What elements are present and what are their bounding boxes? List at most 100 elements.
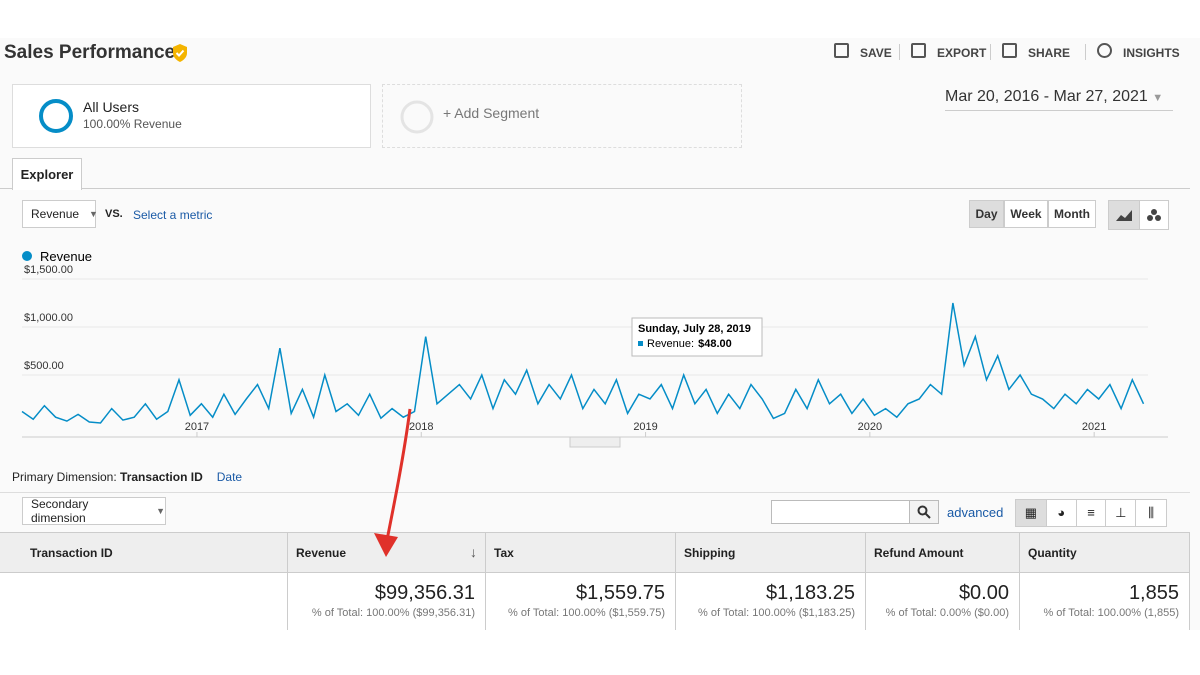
separator [990,44,991,60]
pivot-view[interactable]: ⫼ [1148,505,1155,520]
tab[interactable]: Explorer [12,158,82,190]
action-icon [1002,43,1017,58]
segment-name: All Users [83,99,140,115]
series-line [21,302,1145,424]
tooltip-label: Revenue: $48.00 [647,338,732,350]
tooltip-metric: Revenue: [647,338,694,350]
action-button[interactable]: INSIGHTS [1123,46,1180,60]
verified-icon [173,44,187,62]
total-cell: $1,183.25 % of Total: 100.00% ($1,183.25) [676,572,866,630]
divider [0,492,1190,493]
total-share: % of Total: 100.00% ($1,559.75) [508,607,665,619]
pie-view[interactable]: ◕ [1047,500,1077,526]
total-cell: $1,559.75 % of Total: 100.00% ($1,559.75) [486,572,676,630]
tooltip-swatch [638,341,643,346]
sort-arrow: ↓ [470,544,477,560]
granularity-button[interactable]: Month [1048,200,1096,228]
action-icon [1097,43,1112,58]
table-head [0,533,1190,573]
vs-label: VS. [105,208,123,220]
compare-view[interactable]: ⊥ [1106,500,1137,526]
total-value: $0.00 [958,582,1009,604]
total-value: $1,183.25 [766,582,855,604]
y-tick-label: $1,500.00 [24,264,73,276]
action-button[interactable]: SHARE [1028,46,1071,60]
x-tick-label: 2017 [185,421,209,433]
date-range-text: Mar 20, 2016 - Mar 27, 2021 [945,88,1148,105]
view-toggles: ▦ ◕ ≡ ⊥ ⫼ [1015,499,1167,527]
action-button[interactable]: SAVE [860,46,892,60]
total-value: $1,559.75 [576,582,665,604]
add-segment-label: + Add Segment [443,105,540,121]
separator [899,44,900,60]
granularity-button[interactable]: Day [969,200,1004,228]
metric-dropdown[interactable]: Revenue ▼ [22,200,98,228]
report-title: Sales Performance [4,42,176,63]
search-icon [917,505,931,519]
column-header[interactable]: Transaction ID [0,533,288,572]
pd-label: Primary Dimension: [12,470,117,484]
collapse-handle [569,436,621,448]
total-share: % of Total: 100.00% (1,855) [1043,607,1179,619]
pd-active: Transaction ID [120,470,203,484]
total-share: % of Total: 100.00% ($1,183.25) [698,607,855,619]
column-header[interactable]: Revenue [288,533,486,572]
granularity-button[interactable]: Week [1004,200,1048,228]
bar-view[interactable]: ≡ [1077,500,1107,526]
segment-detail: 100.00% Revenue [83,117,182,131]
total-cell: 1,855 % of Total: 100.00% (1,855) [1020,572,1190,630]
pd-other[interactable]: Date [216,470,243,484]
caret: ▼ [1152,92,1164,104]
tooltip-box [631,317,763,357]
total-cell: $0.00 % of Total: 0.00% ($0.00) [866,572,1020,630]
x-tick-label: 2020 [858,421,882,433]
bubble-icon [1147,209,1161,221]
total-share: % of Total: 100.00% ($99,356.31) [311,607,475,619]
metric: Revenue [31,207,80,221]
compare-link[interactable]: Select a metric [133,208,213,222]
segment-ring [39,99,73,133]
annotation-arrow [374,408,412,557]
tab-line [0,188,1190,189]
advanced-link[interactable]: advanced [947,505,1004,520]
column-header[interactable]: Tax [486,533,676,572]
motion-chart-toggle[interactable] [1139,200,1169,230]
total-value: $99,356.31 [374,582,475,604]
table-view[interactable]: ▦ [1016,500,1047,526]
segment-card[interactable]: All Users 100.00% Revenue [12,84,371,148]
column-header[interactable]: Shipping [676,533,866,572]
secondary-label: Secondary dimension [31,497,89,525]
total-cell: $99,356.31 % of Total: 100.00% ($99,356.3… [288,572,486,630]
search-button[interactable] [909,500,939,524]
caret: ▼ [156,506,165,516]
x-tick-label: 2021 [1082,421,1106,433]
chart: Revenue $500.00 $1,000.00 $1,500.00 2017 2018… [21,249,1168,448]
x-tick-label: 2019 [633,421,657,433]
line-icon [1116,210,1132,221]
total-value: 1,855 [1128,582,1179,604]
tooltip-value: $48.00 [698,338,732,350]
legend-dot [22,251,32,261]
total-cell [0,572,288,630]
y-tick-label: $1,000.00 [24,312,73,324]
action-icon [911,43,926,58]
add-ring [400,100,434,134]
date-range[interactable]: Mar 20, 2016 - Mar 27, 2021 ▼ [945,88,1173,111]
column-header[interactable]: Quantity [1020,533,1190,572]
secondary-dropdown[interactable]: Secondary dimension ▼ [22,497,166,525]
tooltip-date: Sunday, July 28, 2019 [638,323,751,335]
caret: ▼ [89,209,98,219]
legend-label: Revenue [40,249,92,264]
y-tick-label: $500.00 [24,360,64,372]
total-share: % of Total: 0.00% ($0.00) [885,607,1009,619]
separator [1085,44,1086,60]
x-tick-label: 2018 [409,421,433,433]
action-icon [834,43,849,58]
add-segment[interactable]: + Add Segment [382,84,742,148]
search-input[interactable] [771,500,911,524]
line-chart-toggle[interactable] [1108,200,1140,230]
column-header[interactable]: Refund Amount [866,533,1020,572]
action-button[interactable]: EXPORT [937,46,987,60]
primary-dimension: Primary Dimension: Transaction ID Date [12,470,242,484]
